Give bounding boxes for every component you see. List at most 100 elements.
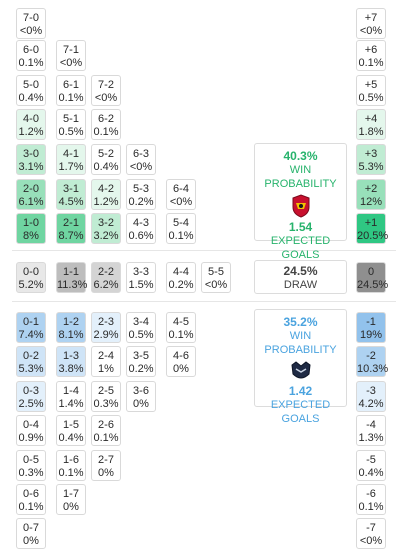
home-score-cell-label: 2-0 (23, 183, 39, 195)
home-score-cell: 5-3 0.2% (126, 179, 156, 210)
away-score-cell-probability: 0.9% (18, 432, 44, 444)
away-score-cell-probability: 1% (98, 363, 114, 375)
club-crest-blue-icon (290, 361, 311, 379)
away-score-cell: 0-6 0.1% (16, 484, 46, 515)
away-margin-cell-probability: <0% (359, 535, 383, 547)
home-margin-cell-label: +7 (364, 12, 378, 24)
away-score-cell: 1-2 8.1% (56, 312, 86, 343)
home-score-cell-label: 6-0 (23, 44, 39, 56)
home-score-cell-label: 3-2 (98, 217, 114, 229)
away-score-cell-probability: 2.9% (93, 329, 119, 341)
home-score-cell: 3-0 3.1% (16, 144, 46, 175)
home-score-cell-label: 4-2 (98, 183, 114, 195)
home-score-cell-probability: 0.4% (18, 92, 44, 104)
home-score-cell: 4-2 1.2% (91, 179, 121, 210)
home-score-cell: 4-1 1.7% (56, 144, 86, 175)
away-margin-cell-label: -4 (366, 419, 376, 431)
home-expected-goals: 1.54 (288, 220, 313, 234)
home-score-cell-probability: <0% (129, 161, 153, 173)
home-score-cell-label: 6-4 (173, 183, 189, 195)
away-margin-cell: -7 <0% (356, 518, 386, 549)
draw-score-cell: 2-2 6.2% (91, 262, 121, 293)
away-score-cell: 2-3 2.9% (91, 312, 121, 343)
home-score-cell-label: 5-1 (63, 113, 79, 125)
away-score-cell-label: 0-4 (23, 419, 39, 431)
away-score-cell-label: 1-6 (63, 454, 79, 466)
draw-summary-card: 24.5% DRAW (254, 260, 347, 294)
away-margin-cell-label: -7 (366, 522, 376, 534)
away-score-cell: 3-4 0.5% (126, 312, 156, 343)
home-score-cell-probability: 0.1% (93, 126, 119, 138)
home-score-cell-probability: <0% (169, 196, 193, 208)
home-score-cell: 7-1 <0% (56, 40, 86, 71)
home-score-cell: 1-0 8% (16, 213, 46, 244)
home-score-cell: 5-1 0.5% (56, 109, 86, 140)
home-margin-cell-label: +5 (364, 79, 378, 91)
home-score-cell-probability: 3.2% (93, 230, 119, 242)
away-score-cell-label: 2-6 (98, 419, 114, 431)
away-score-cell-probability: 3.8% (58, 363, 84, 375)
away-expected-goals: 1.42 (288, 384, 313, 398)
away-score-cell: 1-3 3.8% (56, 346, 86, 377)
divider-top (12, 250, 396, 251)
home-margin-cell: +7 <0% (356, 8, 386, 39)
home-score-cell-label: 2-1 (63, 217, 79, 229)
away-score-cell-label: 0-3 (23, 385, 39, 397)
away-win-label: WIN PROBABILITY (264, 330, 337, 356)
away-score-cell-label: 0-1 (23, 316, 39, 328)
away-score-cell-label: 2-5 (98, 385, 114, 397)
draw-score-cell: 1-1 11.3% (56, 262, 88, 293)
home-score-cell: 6-1 0.1% (56, 75, 86, 106)
away-score-cell-probability: 0.1% (168, 329, 194, 341)
away-score-cell-probability: 2.5% (18, 398, 44, 410)
home-margin-cell: +3 5.3% (356, 144, 386, 175)
away-score-cell-label: 0-6 (23, 488, 39, 500)
away-score-cell-probability: 0.1% (18, 501, 44, 513)
away-score-cell-label: 0-2 (23, 350, 39, 362)
away-score-cell: 3-5 0.2% (126, 346, 156, 377)
divider-bottom (12, 301, 396, 302)
draw-score-cell-probability: 11.3% (57, 279, 88, 291)
away-score-cell-label: 4-5 (173, 316, 189, 328)
away-score-cell-probability: 8.1% (58, 329, 84, 341)
draw-score-cell-label: 0-0 (23, 266, 39, 278)
home-score-cell-label: 7-2 (98, 79, 114, 91)
home-win-label: WIN PROBABILITY (264, 164, 337, 190)
away-score-cell: 0-7 0% (16, 518, 46, 549)
away-score-cell-label: 1-7 (63, 488, 79, 500)
home-score-cell-probability: 4.5% (58, 196, 84, 208)
away-score-cell-label: 0-5 (23, 454, 39, 466)
draw-label: DRAW (283, 279, 318, 291)
away-score-cell: 2-7 0% (91, 450, 121, 481)
away-margin-cell-probability: 0.1% (358, 501, 384, 513)
away-margin-cell-label: -3 (366, 385, 376, 397)
home-score-cell: 7-2 <0% (91, 75, 121, 106)
home-score-cell-label: 6-2 (98, 113, 114, 125)
away-score-cell: 1-5 0.4% (56, 415, 86, 446)
away-score-cell-label: 1-3 (63, 350, 79, 362)
home-score-cell-probability: 8.7% (58, 230, 84, 242)
away-score-cell-label: 1-2 (63, 316, 79, 328)
away-margin-cell-probability: 10.3% (357, 363, 389, 375)
draw-score-cell-probability: 6.2% (93, 279, 119, 291)
away-score-cell-label: 3-5 (133, 350, 149, 362)
draw-score-cell: 5-5 <0% (201, 262, 231, 293)
away-score-cell-label: 1-4 (63, 385, 79, 397)
home-score-cell: 4-3 0.6% (126, 213, 156, 244)
home-margin-cell-probability: 1.8% (358, 126, 384, 138)
draw-margin-cell: 0 24.5% (356, 262, 388, 293)
away-margin-cell-label: -6 (366, 488, 376, 500)
away-score-cell: 0-2 5.3% (16, 346, 46, 377)
home-score-cell-probability: <0% (19, 25, 43, 37)
home-score-cell-label: 5-4 (173, 217, 189, 229)
away-margin-cell-label: -2 (366, 350, 376, 362)
home-win-probability: 40.3% (283, 149, 318, 163)
home-score-cell-label: 3-1 (63, 183, 79, 195)
draw-score-cell: 3-3 1.5% (126, 262, 156, 293)
away-margin-cell-probability: 1.3% (358, 432, 384, 444)
away-xg-label: EXPECTED GOALS (270, 399, 331, 425)
away-score-cell: 1-7 0% (56, 484, 86, 515)
home-xg-label: EXPECTED GOALS (270, 235, 331, 261)
away-score-cell-probability: 0% (133, 398, 149, 410)
home-score-cell-probability: 0.4% (93, 161, 119, 173)
